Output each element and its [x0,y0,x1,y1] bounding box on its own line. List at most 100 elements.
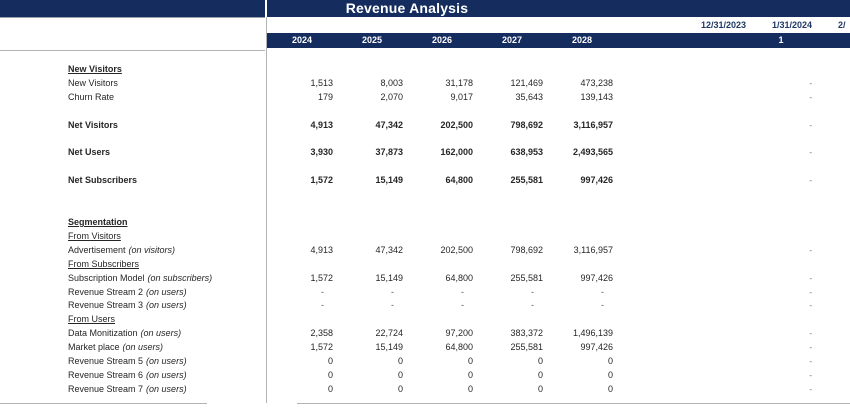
row-label[interactable]: New Visitors [68,64,122,74]
value-cell[interactable]: 0 [537,369,543,380]
value-cell[interactable]: 0 [607,356,613,367]
value-cell[interactable]: 202,500 [440,244,473,255]
value-cell[interactable]: 0 [467,356,473,367]
value-cell[interactable]: 179 [317,91,333,102]
value-cell[interactable]: 139,143 [580,91,613,102]
value-cell[interactable]: 15,149 [375,175,403,186]
row-label[interactable]: Market place (on users) [68,342,164,353]
row-label[interactable]: Revenue Stream 3 (on users) [68,300,187,311]
value-cell[interactable]: 22,724 [375,328,403,339]
value-cell[interactable]: 162,000 [440,147,473,158]
value-cell[interactable]: 1,496,139 [572,328,613,339]
value-cell[interactable]: 0 [327,383,333,394]
row-label[interactable]: Revenue Stream 7 (on users) [68,383,187,394]
monthly-value-cell[interactable]: - [809,176,812,186]
value-cell[interactable]: - [391,286,394,297]
value-cell[interactable]: 638,953 [510,147,543,158]
value-cell[interactable]: 35,643 [515,91,543,102]
row-label[interactable]: Churn Rate [68,91,115,102]
value-cell[interactable]: 383,372 [510,328,543,339]
value-cell[interactable]: 31,178 [445,77,473,88]
row-label[interactable]: From Users [68,314,115,325]
value-cell[interactable]: 4,913 [310,119,333,130]
value-cell[interactable]: 47,342 [375,244,403,255]
row-label[interactable]: Revenue Stream 5 (on users) [68,356,187,367]
value-cell[interactable]: 473,238 [580,77,613,88]
row-label[interactable]: Net Subscribers [68,175,138,186]
row-label[interactable]: Subscription Model (on subscribers) [68,272,213,283]
value-cell[interactable]: 3,116,957 [573,119,613,130]
value-cell[interactable]: 64,800 [445,272,473,283]
value-cell[interactable]: 0 [397,383,403,394]
value-cell[interactable]: 47,342 [375,119,403,130]
year-column-header[interactable]: 2027 [501,35,523,45]
row-label[interactable]: Net Users [68,147,111,158]
value-cell[interactable]: 15,149 [375,272,403,283]
value-cell[interactable]: - [321,286,324,297]
value-cell[interactable]: 255,581 [510,272,543,283]
value-cell[interactable]: - [461,286,464,297]
monthly-value-cell[interactable]: - [809,287,812,297]
value-cell[interactable]: 0 [467,369,473,380]
row-label[interactable]: Advertisement (on visitors) [68,244,176,255]
row-label[interactable]: Data Monitization (on users) [68,328,182,339]
row-label[interactable]: New Visitors [68,77,118,88]
value-cell[interactable]: 202,500 [440,119,473,130]
row-label[interactable]: From Subscribers [68,258,140,269]
row-label[interactable]: Net Visitors [68,119,118,130]
date-column-header[interactable]: 1/31/2024 [771,20,812,30]
value-cell[interactable]: 0 [327,369,333,380]
monthly-value-cell[interactable]: - [809,245,812,255]
row-label[interactable]: Revenue Stream 6 (on users) [68,369,187,380]
monthly-value-cell[interactable]: - [809,370,812,380]
value-cell[interactable]: 798,692 [510,119,543,130]
value-cell[interactable]: 255,581 [510,175,543,186]
value-cell[interactable]: 2,358 [310,328,333,339]
value-cell[interactable]: - [531,300,534,311]
value-cell[interactable]: 0 [537,356,543,367]
row-label[interactable]: From Visitors [68,230,121,241]
monthly-value-cell[interactable]: - [809,78,812,88]
monthly-value-cell[interactable]: - [809,92,812,102]
value-cell[interactable]: - [601,300,604,311]
year-column-header[interactable]: 2024 [291,35,313,45]
value-cell[interactable]: 2,070 [380,91,403,102]
value-cell[interactable]: 0 [467,383,473,394]
value-cell[interactable]: 0 [397,369,403,380]
value-cell[interactable]: 64,800 [445,342,473,353]
date-column-header[interactable]: 2/ [838,20,846,30]
value-cell[interactable]: 798,692 [510,244,543,255]
monthly-value-cell[interactable]: - [809,273,812,283]
value-cell[interactable]: 997,426 [580,342,613,353]
monthly-value-cell[interactable]: - [809,329,812,339]
value-cell[interactable]: 2,493,565 [572,147,613,158]
value-cell[interactable]: 0 [397,356,403,367]
value-cell[interactable]: 1,572 [310,342,333,353]
value-cell[interactable]: 97,200 [445,328,473,339]
value-cell[interactable]: 0 [327,356,333,367]
value-cell[interactable]: 3,116,957 [573,244,613,255]
value-cell[interactable]: 15,149 [375,342,403,353]
value-cell[interactable]: - [461,300,464,311]
value-cell[interactable]: 3,930 [310,147,333,158]
value-cell[interactable]: - [531,286,534,297]
row-label[interactable]: Segmentation [68,216,128,227]
value-cell[interactable]: 1,572 [310,272,333,283]
value-cell[interactable]: - [601,286,604,297]
value-cell[interactable]: 997,426 [580,175,613,186]
value-cell[interactable]: 4,913 [310,244,333,255]
monthly-value-cell[interactable]: - [809,357,812,367]
date-column-header[interactable]: 12/31/2023 [700,20,746,30]
value-cell[interactable]: 8,003 [380,77,403,88]
value-cell[interactable]: - [391,300,394,311]
monthly-value-cell[interactable]: - [809,148,812,158]
value-cell[interactable]: 64,800 [445,175,473,186]
month-number-cell[interactable]: 1 [778,35,784,45]
monthly-value-cell[interactable]: - [809,384,812,394]
value-cell[interactable]: 1,513 [310,77,333,88]
value-cell[interactable]: 255,581 [510,342,543,353]
value-cell[interactable]: 0 [607,383,613,394]
value-cell[interactable]: 0 [607,369,613,380]
monthly-value-cell[interactable]: - [809,301,812,311]
row-label[interactable]: Revenue Stream 2 (on users) [68,286,187,297]
